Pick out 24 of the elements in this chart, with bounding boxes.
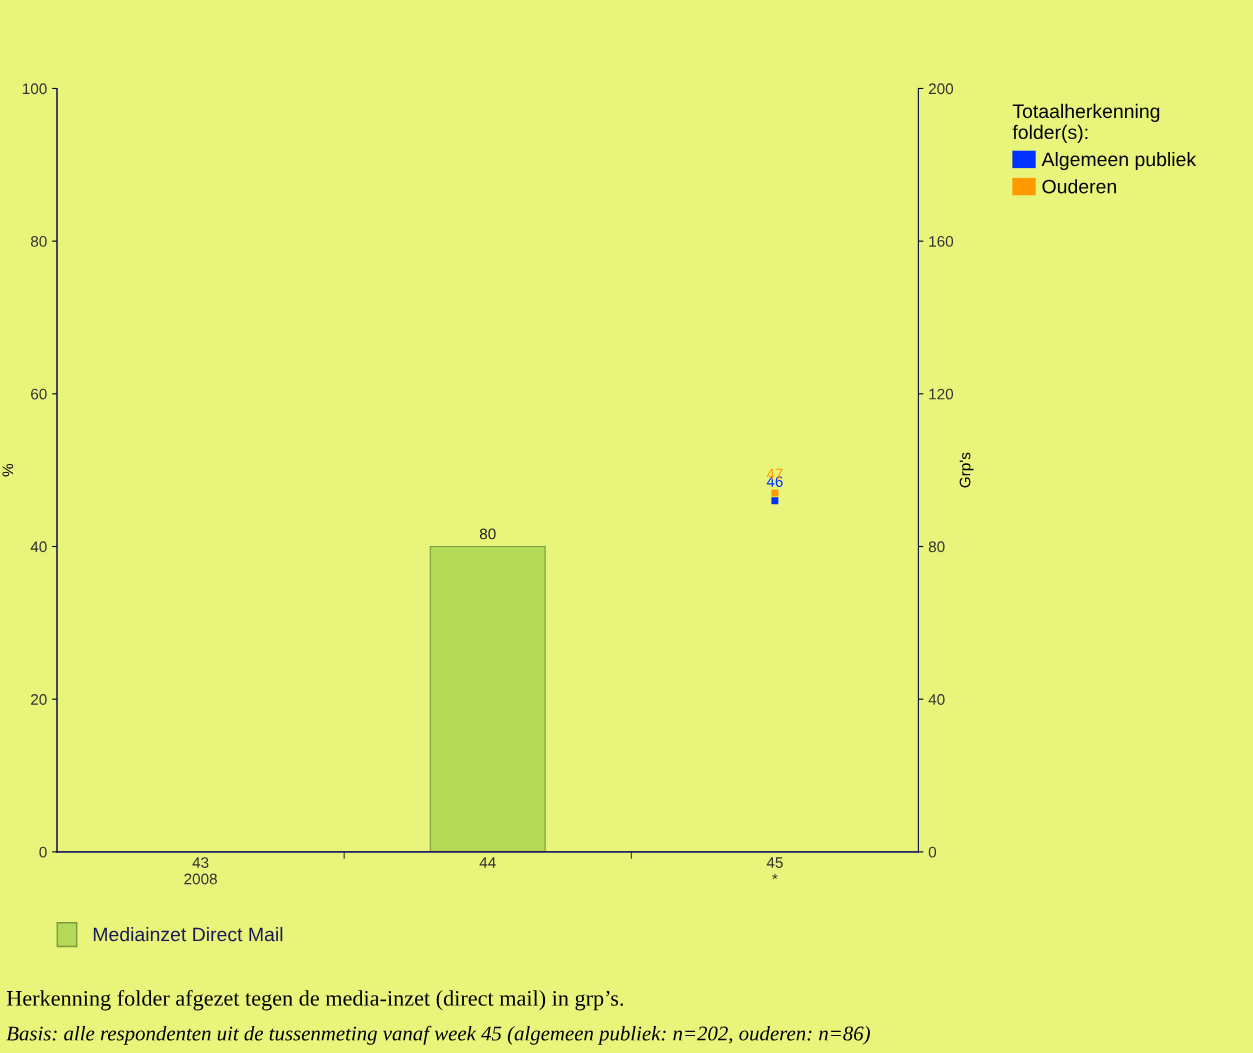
x-tick-label: 44	[479, 857, 496, 868]
y-tick-label: 100	[22, 83, 47, 95]
y-tick-label: 0	[39, 846, 47, 858]
x-tick-label: 45 *	[766, 857, 783, 880]
y2-tick-label: 120	[929, 388, 954, 400]
y-tick-label: 40	[30, 541, 47, 553]
y-axis-title: %	[2, 463, 14, 477]
y-tick-label: 80	[30, 236, 47, 247]
legend-label: Mediainzet Direct Mail	[93, 927, 283, 942]
x-tick-label: 43 2008	[184, 857, 217, 885]
legend-title: Totaalherkenning folder(s):	[1012, 103, 1160, 143]
text: Herkenning folder afgezet tegen de media-inzet (direct mail) in grp’s.	[6, 989, 624, 1011]
y-tick-label: 60	[31, 388, 47, 400]
data-label: 80	[479, 528, 496, 540]
y2-tick-label: 40	[928, 694, 945, 705]
y2-tick-label: 80	[928, 541, 945, 553]
y2-tick-label: 200	[928, 83, 954, 95]
y2-tick-label: 0	[928, 846, 937, 858]
legend-label: Algemeen publiek	[1041, 151, 1197, 171]
legend-label: Ouderen	[1042, 179, 1116, 194]
y2-tick-label: 160	[929, 236, 954, 247]
text: Basis: alle respondenten uit de tussenmeting vanaf week 45 (algemeen publiek: n=202, ouderen: n=86)	[6, 1025, 870, 1045]
y-tick-label: 20	[31, 694, 47, 705]
y2-axis-title: Grp's	[959, 452, 974, 488]
